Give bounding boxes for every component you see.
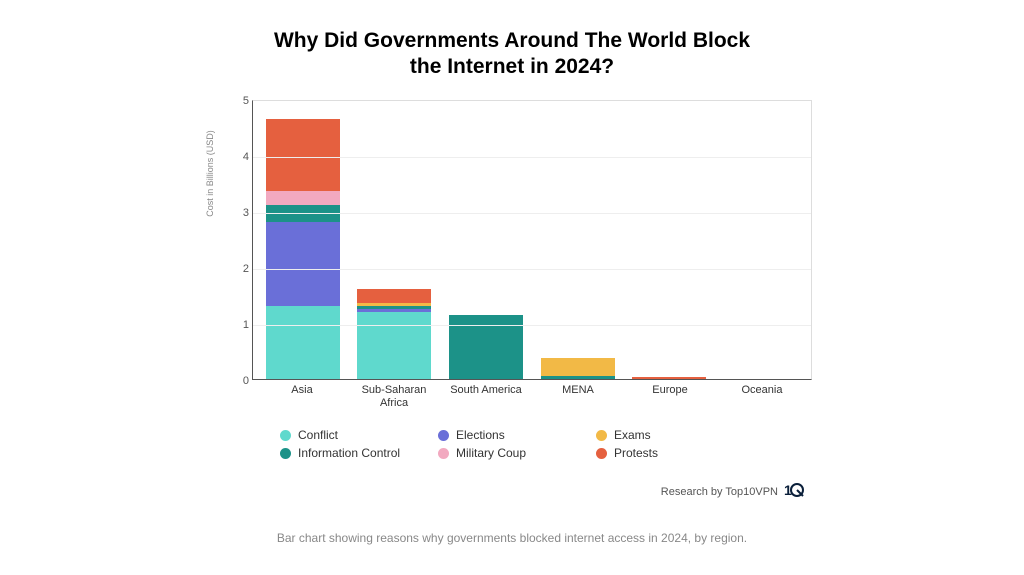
y-tick-label: 0 — [231, 375, 249, 387]
y-tick-label: 5 — [231, 95, 249, 107]
legend-item-conflict: Conflict — [280, 428, 438, 442]
bar-segment-protests — [266, 119, 340, 192]
grid-line — [253, 213, 811, 214]
legend-label: Protests — [614, 446, 658, 460]
legend-swatch — [596, 448, 607, 459]
y-axis-label: Cost in Billions (USD) — [205, 130, 215, 217]
bar-column — [632, 377, 706, 379]
legend-item-protests: Protests — [596, 446, 754, 460]
x-tick-label: South America — [449, 384, 523, 410]
legend-item-elections: Elections — [438, 428, 596, 442]
legend-label: Information Control — [298, 446, 400, 460]
legend-swatch — [280, 448, 291, 459]
grid-line — [253, 157, 811, 158]
x-tick-label: Sub-Saharan Africa — [357, 384, 431, 410]
chart-container: Cost in Billions (USD) 012345 AsiaSub-Sa… — [220, 100, 820, 410]
legend-item-military_coup: Military Coup — [438, 446, 596, 460]
credit-text: Research by Top10VPN — [661, 486, 778, 498]
credit-logo: 1 — [784, 482, 804, 501]
x-tick-label: Asia — [265, 384, 339, 410]
legend-label: Military Coup — [456, 446, 526, 460]
legend-swatch — [438, 448, 449, 459]
legend-label: Conflict — [298, 428, 338, 442]
legend-item-information_control: Information Control — [280, 446, 438, 460]
chart-title: Why Did Governments Around The World Blo… — [0, 0, 1024, 81]
grid-line — [253, 325, 811, 326]
bar-segment-conflict — [357, 312, 431, 379]
legend-swatch — [280, 430, 291, 441]
legend-item-exams: Exams — [596, 428, 754, 442]
bar-segment-conflict — [266, 306, 340, 379]
legend: Conflict Elections Exams Information Contro… — [280, 428, 780, 464]
x-axis-labels: Asia Sub-Saharan Africa South America MENA E… — [252, 384, 812, 410]
y-tick-label: 3 — [231, 207, 249, 219]
bar-segment-information_control — [541, 376, 615, 379]
y-tick-label: 4 — [231, 151, 249, 163]
legend-label: Exams — [614, 428, 651, 442]
x-tick-label: Oceania — [725, 384, 799, 410]
x-tick-label: MENA — [541, 384, 615, 410]
bar-segment-military_coup — [266, 191, 340, 205]
bar-column — [357, 289, 431, 379]
bar-segment-exams — [541, 358, 615, 376]
legend-swatch — [596, 430, 607, 441]
bar-column — [541, 358, 615, 379]
y-tick-label: 1 — [231, 319, 249, 331]
plot-area: 012345 — [252, 100, 812, 380]
bar-segment-protests — [357, 289, 431, 303]
legend-swatch — [438, 430, 449, 441]
grid-line — [253, 269, 811, 270]
x-tick-label: Europe — [633, 384, 707, 410]
legend-label: Elections — [456, 428, 505, 442]
credit-line: Research by Top10VPN 1 — [661, 482, 804, 501]
bar-segment-elections — [266, 222, 340, 306]
caption: Bar chart showing reasons why government… — [0, 531, 1024, 545]
bar-group — [253, 101, 811, 379]
y-tick-label: 2 — [231, 263, 249, 275]
bar-segment-protests — [632, 377, 706, 379]
